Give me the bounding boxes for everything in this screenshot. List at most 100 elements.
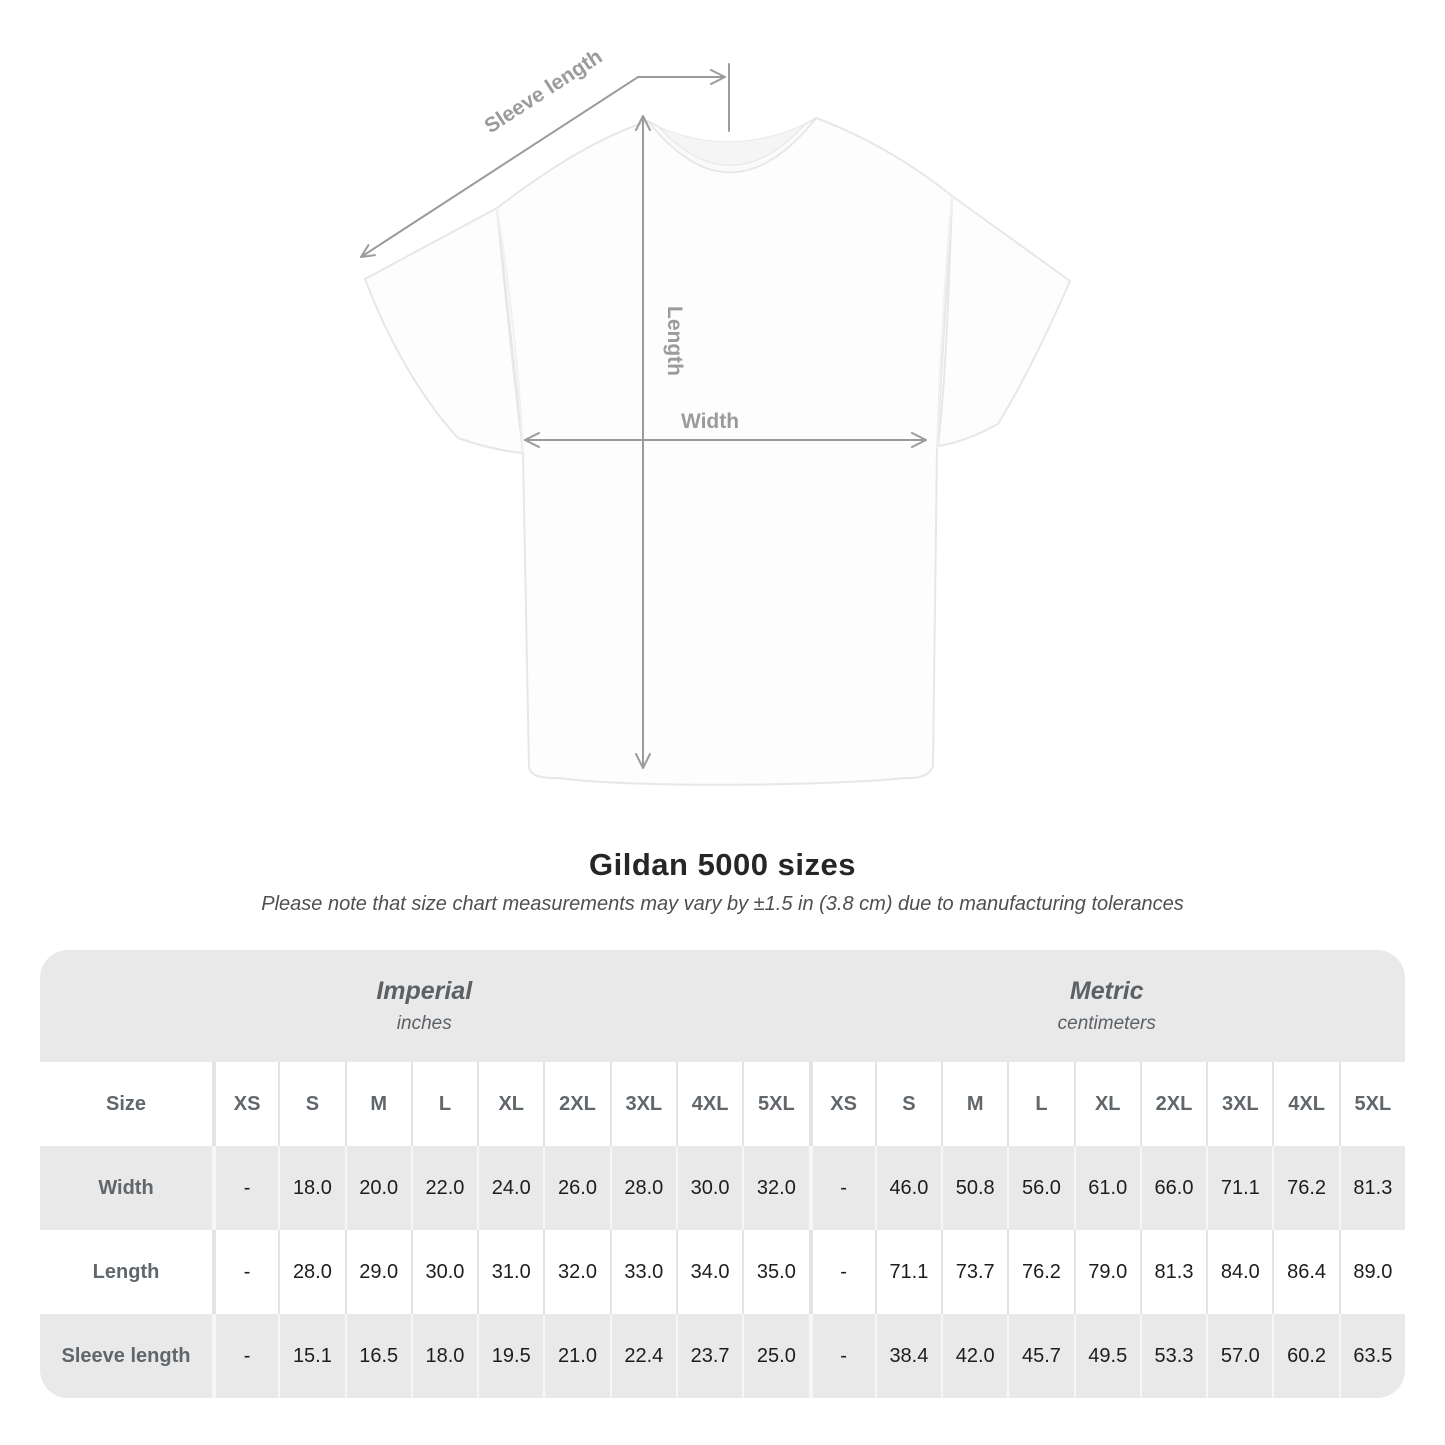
- table-cell: 23.7: [675, 1314, 743, 1398]
- table-cell: 28.0: [609, 1146, 676, 1230]
- column-header: XL: [1073, 1062, 1140, 1146]
- column-header: M: [941, 1062, 1008, 1146]
- column-header: XS: [808, 1062, 875, 1146]
- table-cell: 76.2: [1007, 1230, 1074, 1314]
- table-cell: 50.8: [941, 1146, 1008, 1230]
- table-cell: 73.7: [941, 1230, 1008, 1314]
- table-cell: 57.0: [1206, 1314, 1273, 1398]
- table-cell: 21.0: [543, 1314, 610, 1398]
- column-header: L: [1007, 1062, 1074, 1146]
- column-header: 2XL: [1139, 1062, 1207, 1146]
- table-cell: -: [808, 1230, 875, 1314]
- width-label: Width: [681, 410, 739, 433]
- table-cell: 26.0: [543, 1146, 610, 1230]
- measurement-arrows: [360, 63, 927, 769]
- size-column-header: Size: [40, 1062, 212, 1146]
- metric-section-subtitle: centimeters: [1057, 1013, 1156, 1034]
- tshirt-armhole-seam-left: [496, 207, 524, 454]
- table-cell: 61.0: [1073, 1146, 1140, 1230]
- tshirt-sleeve-right: [937, 195, 1071, 447]
- column-header: 5XL: [742, 1062, 809, 1146]
- tshirt-body: [496, 117, 953, 786]
- table-cell: 31.0: [477, 1230, 544, 1314]
- imperial-section-title: Imperial: [376, 977, 473, 1005]
- imperial-section-subtitle: inches: [396, 1013, 452, 1034]
- table-cell: 45.7: [1007, 1314, 1074, 1398]
- width-arrow: [524, 432, 927, 448]
- table-cell: 24.0: [477, 1146, 544, 1230]
- table-cell: -: [212, 1314, 279, 1398]
- table-cell: 63.5: [1338, 1314, 1405, 1398]
- table-cell: 15.1: [278, 1314, 345, 1398]
- table-cell: 49.5: [1073, 1314, 1140, 1398]
- table-cell: 60.2: [1272, 1314, 1339, 1398]
- length-label: Length: [663, 306, 686, 376]
- page-title: Gildan 5000 sizes: [589, 847, 856, 882]
- table-cell: 46.0: [874, 1146, 942, 1230]
- metric-section-header: Metric centimeters: [808, 950, 1405, 1062]
- table-cell: 28.0: [278, 1230, 345, 1314]
- table-cell: 22.4: [609, 1314, 676, 1398]
- table-cell: 22.0: [410, 1146, 478, 1230]
- column-header: 2XL: [543, 1062, 610, 1146]
- table-cell: 53.3: [1139, 1314, 1207, 1398]
- table-cell: 56.0: [1007, 1146, 1074, 1230]
- table-cell: 35.0: [742, 1230, 809, 1314]
- row-label: Sleeve length: [40, 1314, 212, 1398]
- table-cell: 71.1: [874, 1230, 942, 1314]
- tolerance-note: Please note that size chart measurements…: [261, 893, 1184, 915]
- table-cell: 81.3: [1139, 1230, 1207, 1314]
- table-cell: 25.0: [742, 1314, 809, 1398]
- table-cell: 76.2: [1272, 1146, 1339, 1230]
- table-cell: 86.4: [1272, 1230, 1339, 1314]
- size-table: Imperial inches Metric centimeters Size X…: [40, 950, 1405, 1398]
- table-cell: 32.0: [543, 1230, 610, 1314]
- table-cell: 18.0: [278, 1146, 345, 1230]
- table-cell: 89.0: [1338, 1230, 1405, 1314]
- table-cell: 81.3: [1338, 1146, 1405, 1230]
- column-header: 4XL: [1272, 1062, 1339, 1146]
- column-header: 3XL: [1206, 1062, 1273, 1146]
- table-cell: -: [212, 1230, 279, 1314]
- tshirt-illustration: [364, 117, 1071, 786]
- table-cell: 42.0: [941, 1314, 1008, 1398]
- row-label: Length: [40, 1230, 212, 1314]
- table-cell: 66.0: [1139, 1146, 1207, 1230]
- table-cell: -: [212, 1146, 279, 1230]
- sleeve-length-label: Sleeve length: [480, 45, 606, 138]
- row-label: Width: [40, 1146, 212, 1230]
- table-cell: 32.0: [742, 1146, 809, 1230]
- column-header: XL: [477, 1062, 544, 1146]
- imperial-section-header: Imperial inches: [40, 950, 809, 1062]
- column-header: 4XL: [675, 1062, 743, 1146]
- table-cell: 84.0: [1206, 1230, 1273, 1314]
- tshirt-sleeve-left: [364, 207, 524, 454]
- table-cell: 18.0: [410, 1314, 478, 1398]
- table-cell: -: [808, 1146, 875, 1230]
- table-cell: 33.0: [609, 1230, 676, 1314]
- column-header: 3XL: [609, 1062, 676, 1146]
- column-header: S: [278, 1062, 345, 1146]
- table-cell: 30.0: [410, 1230, 478, 1314]
- tshirt-measurement-diagram: Width Length Sleeve length: [360, 45, 1071, 786]
- table-cell: 19.5: [477, 1314, 544, 1398]
- table-cell: 29.0: [344, 1230, 411, 1314]
- table-cell: 30.0: [675, 1146, 743, 1230]
- table-cell: 71.1: [1206, 1146, 1273, 1230]
- column-header: M: [344, 1062, 411, 1146]
- tshirt-armhole-seam-right: [936, 195, 953, 449]
- metric-section-title: Metric: [1069, 977, 1144, 1005]
- table-cell: 20.0: [344, 1146, 411, 1230]
- length-arrow: [635, 115, 651, 769]
- column-header: S: [874, 1062, 942, 1146]
- sleeve-length-arrow: [360, 63, 730, 258]
- table-cell: 38.4: [874, 1314, 942, 1398]
- column-header: 5XL: [1338, 1062, 1405, 1146]
- column-header: L: [410, 1062, 478, 1146]
- tshirt-neck-opening: [658, 123, 806, 166]
- column-header: XS: [212, 1062, 279, 1146]
- table-cell: 34.0: [675, 1230, 743, 1314]
- table-cell: 16.5: [344, 1314, 411, 1398]
- table-cell: -: [808, 1314, 875, 1398]
